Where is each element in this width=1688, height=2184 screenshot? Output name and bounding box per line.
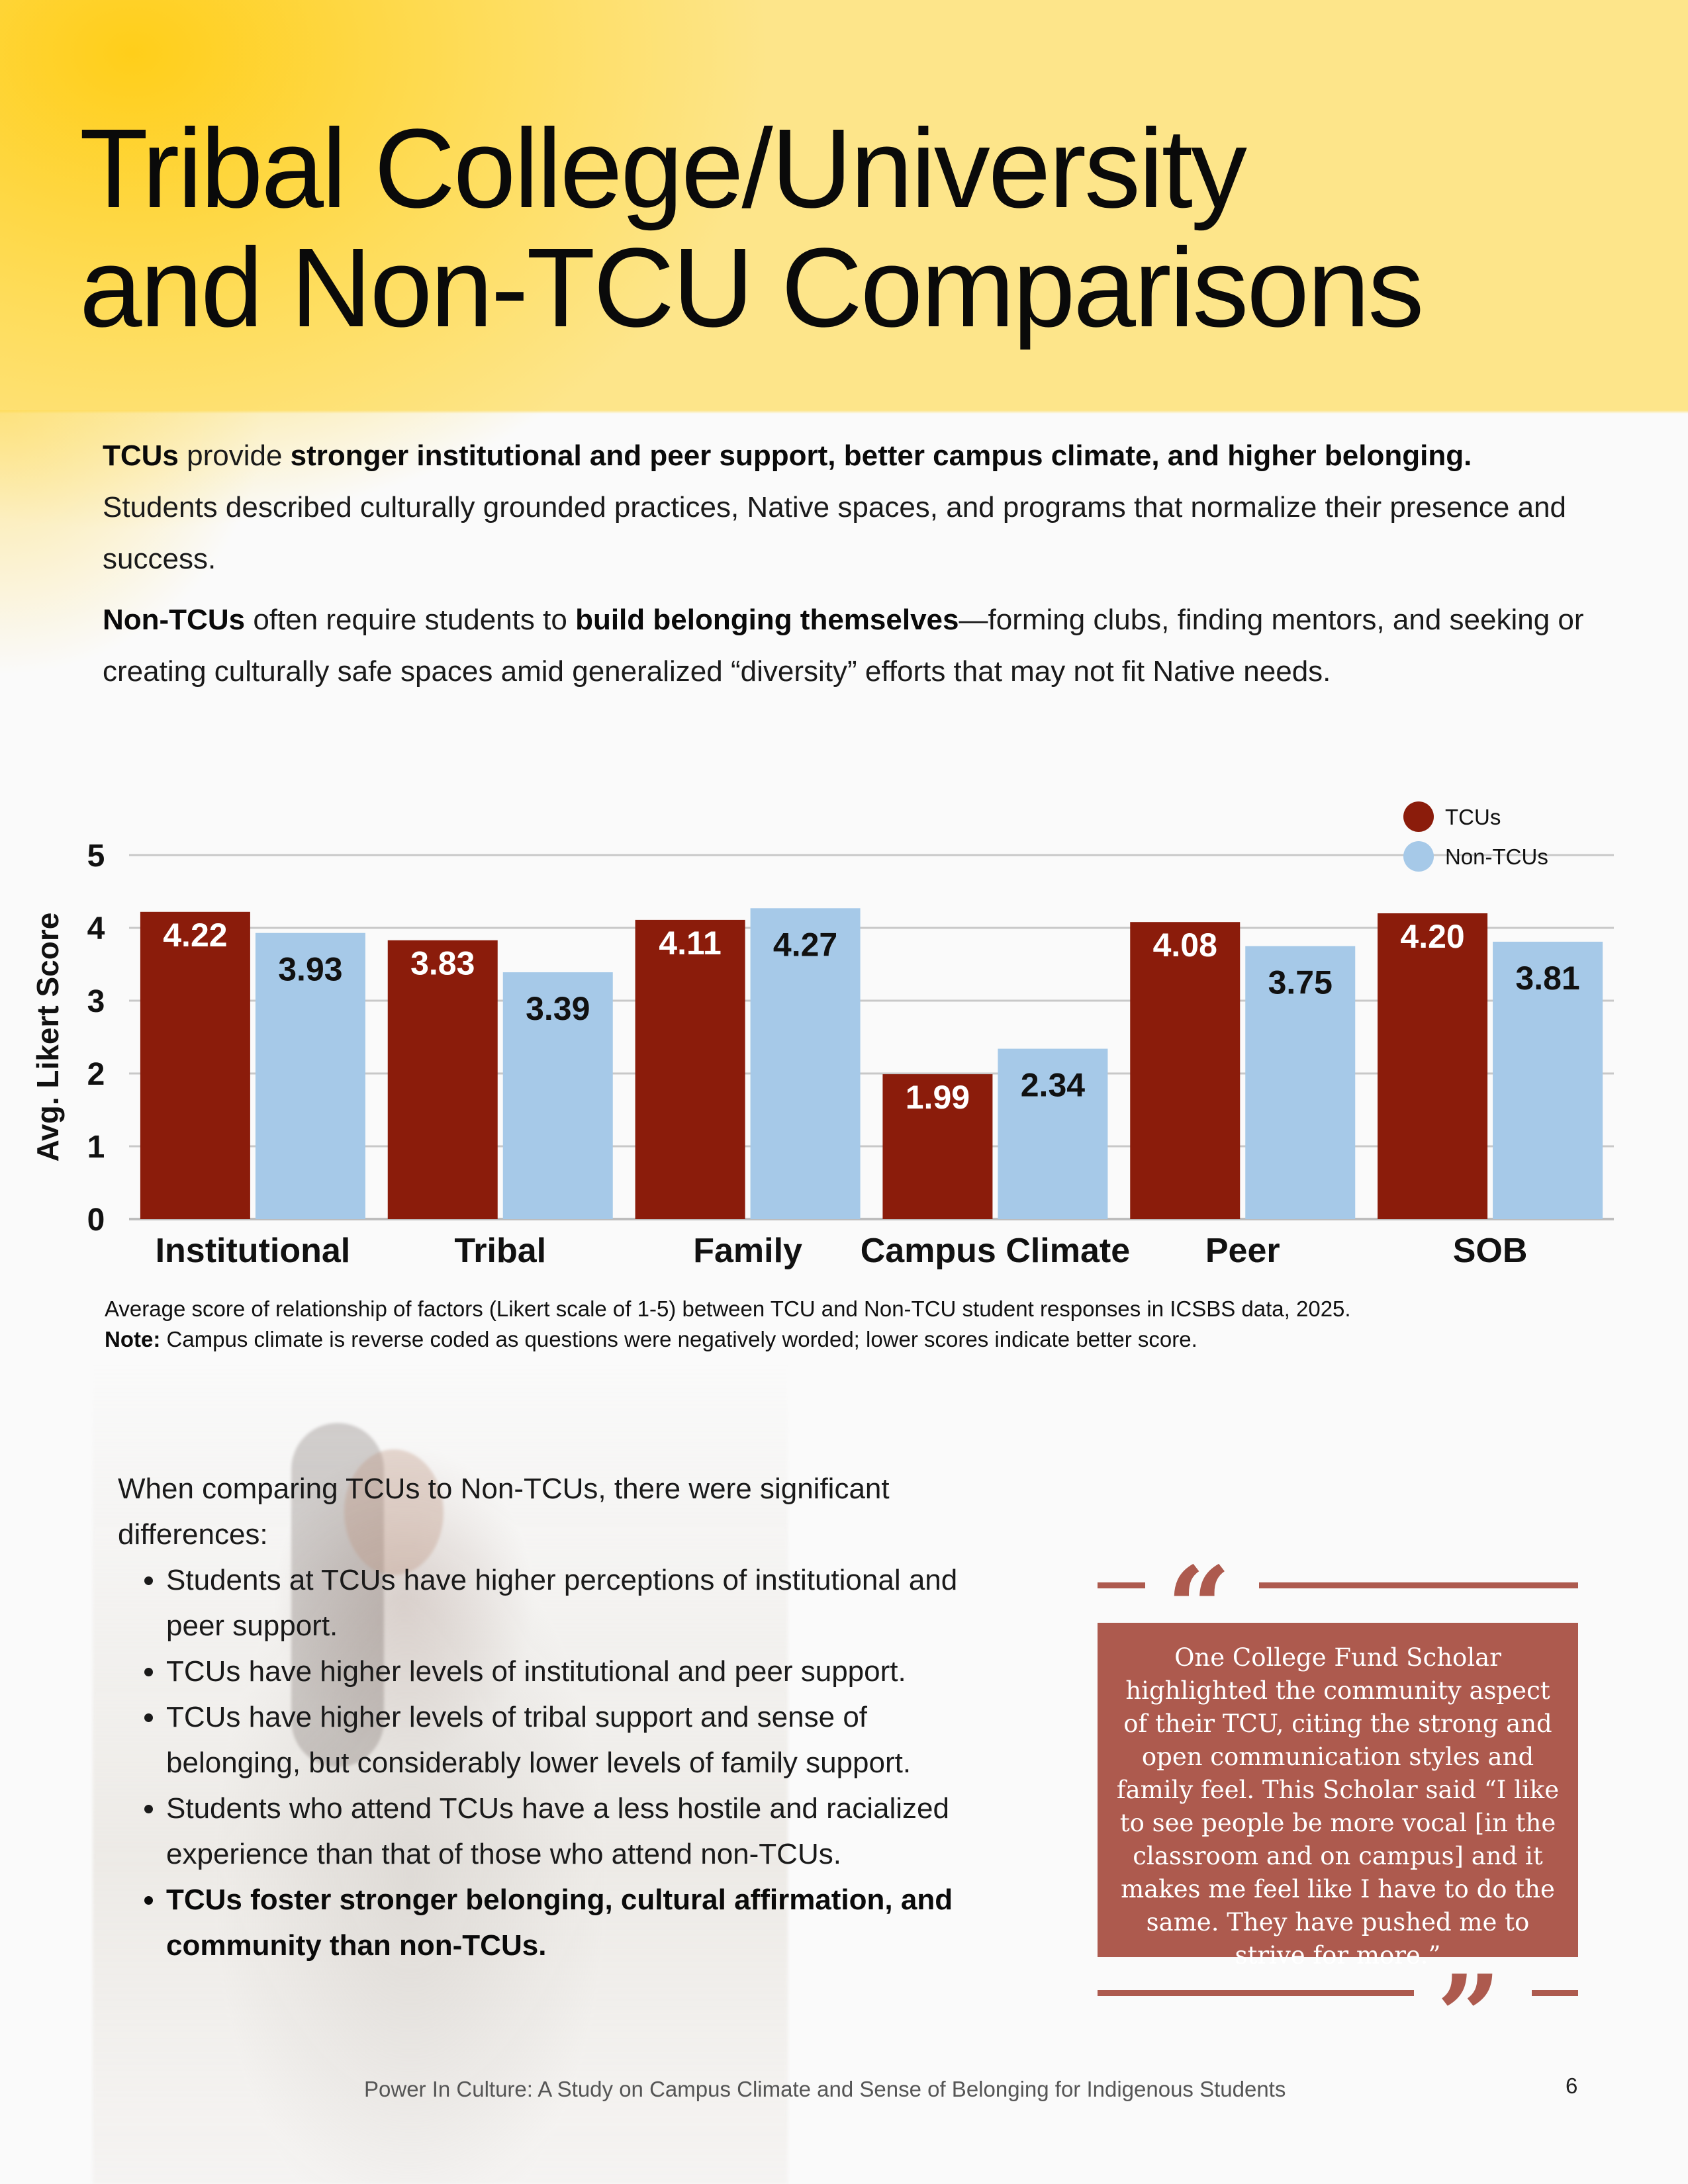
intro-nontcu-lead: Non-TCUs bbox=[103, 604, 246, 636]
chart-caption: Average score of relationship of factors… bbox=[105, 1294, 1594, 1355]
bar-tcu bbox=[140, 911, 250, 1219]
y-tick-label: 4 bbox=[87, 911, 105, 946]
x-tick-label: Peer bbox=[1205, 1232, 1280, 1270]
y-tick-label: 0 bbox=[87, 1203, 105, 1238]
bar-non-tcu bbox=[502, 972, 613, 1219]
bar-chart-svg: 0 1 2 3 4 5 Avg. Likert Score 4.22 3.93 Instituti… bbox=[30, 801, 1614, 1270]
data-label: 1.99 bbox=[906, 1079, 970, 1116]
x-tick-label: Institutional bbox=[156, 1232, 351, 1270]
bar-chart: 0 1 2 3 4 5 Avg. Likert Score 4.22 3.93 Instituti… bbox=[0, 781, 1688, 1284]
data-label: 4.08 bbox=[1153, 927, 1217, 964]
quote-bottom-line-left bbox=[1098, 1990, 1414, 1996]
data-label: 4.20 bbox=[1400, 918, 1464, 955]
legend-label: Non-TCUs bbox=[1445, 844, 1548, 869]
footer-text: Power In Culture: A Study on Campus Clim… bbox=[364, 2077, 1286, 2101]
y-tick-label: 5 bbox=[87, 839, 105, 874]
data-label: 3.39 bbox=[526, 990, 590, 1027]
data-label: 3.75 bbox=[1268, 964, 1333, 1001]
data-label: 4.11 bbox=[659, 925, 722, 962]
caption-note-label: Note: bbox=[105, 1327, 161, 1351]
findings-item-key: TCUs foster stronger belonging, cultural… bbox=[166, 1877, 992, 1968]
caption-line: Average score of relationship of factors… bbox=[105, 1297, 1351, 1321]
intro-paragraph-tcu: TCUs provide stronger institutional and … bbox=[103, 430, 1592, 585]
x-tick-label: Campus Climate bbox=[861, 1232, 1130, 1270]
intro-tcu-claim: stronger institutional and peer support,… bbox=[290, 439, 1472, 472]
y-tick-label: 3 bbox=[87, 984, 105, 1019]
findings-section: When comparing TCUs to Non-TCUs, there w… bbox=[118, 1466, 992, 1968]
legend-swatch bbox=[1403, 841, 1434, 872]
background-side-glow bbox=[0, 410, 463, 874]
page-title: Tribal College/University and Non-TCU Co… bbox=[79, 109, 1602, 347]
intro-tcu-lead: TCUs bbox=[103, 439, 179, 472]
bar-non-tcu bbox=[1245, 946, 1356, 1219]
bar-non-tcu bbox=[255, 933, 365, 1219]
findings-list: Students at TCUs have higher perceptions… bbox=[118, 1557, 992, 1968]
photo-face-shape bbox=[344, 1449, 444, 1575]
caption-note-text: Campus climate is reverse coded as quest… bbox=[160, 1327, 1197, 1351]
intro-tcu-mid: provide bbox=[178, 439, 291, 472]
x-tick-label: Tribal bbox=[454, 1232, 546, 1270]
bar-tcu bbox=[387, 940, 498, 1219]
findings-item: TCUs have higher levels of tribal suppor… bbox=[166, 1694, 992, 1786]
close-quote-icon: ” bbox=[1436, 1950, 1501, 2083]
bar-tcu bbox=[635, 919, 745, 1219]
title-line-2: and Non-TCU Comparisons bbox=[79, 225, 1424, 351]
data-label: 3.81 bbox=[1515, 960, 1579, 997]
caption-note: Note: Campus climate is reverse coded as… bbox=[105, 1324, 1594, 1355]
findings-item: Students at TCUs have higher perceptions… bbox=[166, 1557, 992, 1649]
data-label: 3.83 bbox=[410, 945, 475, 982]
y-tick-label: 1 bbox=[87, 1130, 105, 1165]
student-photo bbox=[93, 1363, 788, 2184]
findings-item: Students who attend TCUs have a less hos… bbox=[166, 1786, 992, 1877]
x-tick-label: Family bbox=[693, 1232, 802, 1270]
findings-item: TCUs have higher levels of institutional… bbox=[166, 1649, 992, 1694]
title-line-1: Tribal College/University bbox=[79, 106, 1247, 232]
data-label: 2.34 bbox=[1021, 1067, 1086, 1104]
data-label: 4.22 bbox=[163, 917, 227, 954]
intro-paragraph-non-tcu: Non-TCUs often require students to build… bbox=[103, 594, 1592, 698]
data-label: 3.93 bbox=[278, 951, 342, 988]
quote-top-line-left bbox=[1098, 1582, 1145, 1588]
x-tick-label: SOB bbox=[1453, 1232, 1528, 1270]
intro-nontcu-claim: build belonging themselves bbox=[575, 604, 959, 636]
y-tick-label: 2 bbox=[87, 1057, 105, 1092]
photo-hair-shape bbox=[291, 1423, 384, 1767]
bar-non-tcu bbox=[1493, 941, 1603, 1219]
bar-non-tcu bbox=[998, 1048, 1108, 1219]
legend-swatch bbox=[1403, 801, 1434, 832]
data-label: 4.27 bbox=[773, 926, 837, 963]
legend-label: TCUs bbox=[1445, 805, 1501, 829]
bar-non-tcu bbox=[750, 908, 861, 1219]
bar-tcu bbox=[882, 1074, 993, 1219]
findings-lead: When comparing TCUs to Non-TCUs, there w… bbox=[118, 1473, 890, 1551]
quote-top-line-right bbox=[1259, 1582, 1578, 1588]
y-axis-label: Avg. Likert Score bbox=[30, 913, 65, 1162]
intro-tcu-rest: Students described culturally grounded p… bbox=[103, 491, 1566, 575]
bar-tcu bbox=[1130, 922, 1241, 1219]
quote-box: One College Fund Scholar highlighted the… bbox=[1098, 1623, 1578, 1970]
intro-text: TCUs provide stronger institutional and … bbox=[103, 430, 1592, 707]
page-number: 6 bbox=[1566, 2073, 1578, 2098]
bar-tcu bbox=[1378, 913, 1488, 1219]
intro-nontcu-mid: often require students to bbox=[245, 604, 576, 636]
quote-bottom-line-right bbox=[1532, 1990, 1578, 1996]
intro-nontcu-rest: —forming clubs, finding mentors, and see… bbox=[103, 604, 1584, 688]
